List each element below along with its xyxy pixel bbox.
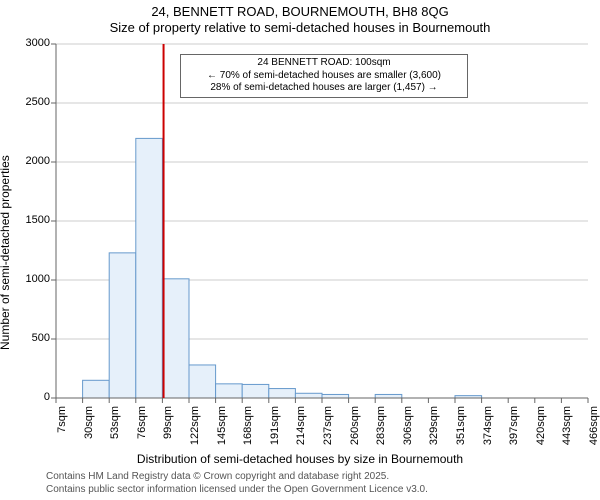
xtick-label: 30sqm xyxy=(83,406,95,456)
xtick-label: 466sqm xyxy=(588,406,600,456)
xtick-label: 145sqm xyxy=(216,406,228,456)
xtick-label: 306sqm xyxy=(402,406,414,456)
histogram-bar xyxy=(295,393,322,398)
annotation-line1: 24 BENNETT ROAD: 100sqm xyxy=(185,57,463,70)
x-axis-label: Distribution of semi-detached houses by … xyxy=(0,452,600,466)
histogram-bar xyxy=(322,394,349,398)
footer-line2: Contains public sector information licen… xyxy=(46,484,428,497)
chart-root: 24, BENNETT ROAD, BOURNEMOUTH, BH8 8QG S… xyxy=(0,0,600,500)
ytick-label: 2500 xyxy=(10,96,50,108)
annotation-box: 24 BENNETT ROAD: 100sqm ← 70% of semi-de… xyxy=(180,54,468,98)
xtick-label: 214sqm xyxy=(295,406,307,456)
xtick-label: 351sqm xyxy=(455,406,467,456)
xtick-label: 397sqm xyxy=(508,406,520,456)
annotation-line2: ← 70% of semi-detached houses are smalle… xyxy=(185,70,463,83)
ytick-label: 2000 xyxy=(10,155,50,167)
ytick-label: 0 xyxy=(10,391,50,403)
y-axis-label: Number of semi-detached properties xyxy=(0,155,12,350)
xtick-label: 443sqm xyxy=(561,406,573,456)
xtick-label: 99sqm xyxy=(162,406,174,456)
histogram-bar xyxy=(189,365,216,398)
histogram-bar xyxy=(375,394,402,398)
histogram-bar xyxy=(242,384,269,398)
xtick-label: 374sqm xyxy=(482,406,494,456)
xtick-label: 420sqm xyxy=(535,406,547,456)
ytick-label: 1500 xyxy=(10,214,50,226)
xtick-label: 191sqm xyxy=(269,406,281,456)
xtick-label: 122sqm xyxy=(189,406,201,456)
ytick-label: 500 xyxy=(10,332,50,344)
histogram-bar xyxy=(162,279,189,398)
xtick-label: 53sqm xyxy=(109,406,121,456)
histogram-bar xyxy=(216,384,243,398)
ytick-label: 1000 xyxy=(10,273,50,285)
xtick-label: 76sqm xyxy=(136,406,148,456)
footer-block: Contains HM Land Registry data © Crown c… xyxy=(46,471,428,496)
histogram-bar xyxy=(109,253,136,398)
histogram-bar xyxy=(136,138,163,398)
xtick-label: 260sqm xyxy=(349,406,361,456)
histogram-bar xyxy=(83,380,110,398)
xtick-label: 7sqm xyxy=(56,406,68,456)
xtick-label: 237sqm xyxy=(322,406,334,456)
histogram-bar xyxy=(269,389,296,398)
footer-line1: Contains HM Land Registry data © Crown c… xyxy=(46,471,428,484)
xtick-label: 168sqm xyxy=(242,406,254,456)
ytick-label: 3000 xyxy=(10,37,50,49)
xtick-label: 329sqm xyxy=(428,406,440,456)
annotation-line3: 28% of semi-detached houses are larger (… xyxy=(185,82,463,95)
xtick-label: 283sqm xyxy=(375,406,387,456)
